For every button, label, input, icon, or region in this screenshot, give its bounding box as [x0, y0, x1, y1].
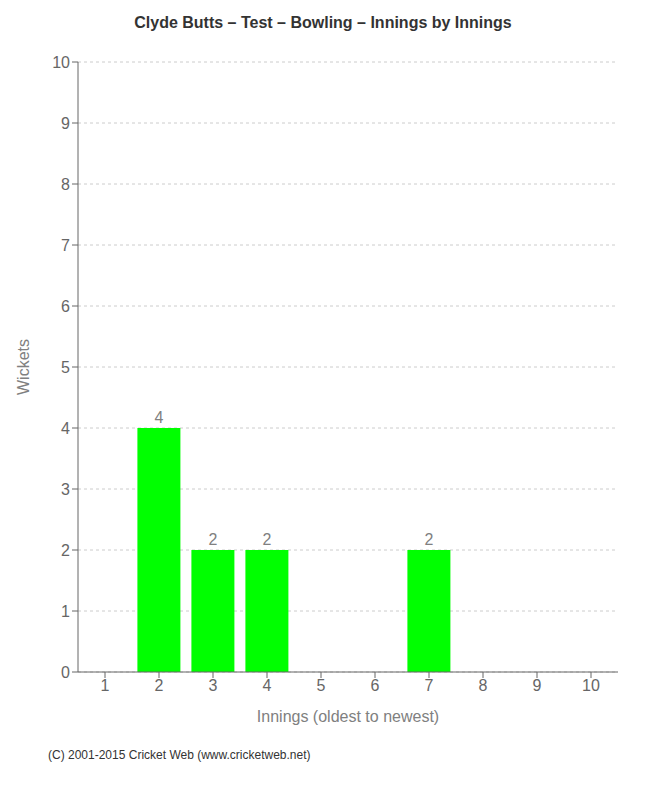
svg-text:10: 10 [52, 54, 70, 71]
svg-text:10: 10 [582, 677, 600, 694]
svg-text:4: 4 [61, 420, 70, 437]
svg-text:5: 5 [61, 359, 70, 376]
svg-text:9: 9 [533, 677, 542, 694]
svg-text:4: 4 [154, 409, 163, 426]
svg-text:9: 9 [61, 115, 70, 132]
svg-text:2: 2 [262, 531, 271, 548]
html-text:(C) 2001-2015 Cricket Web (www: (C) 2001-2015 Cricket Web (www.cricketwe… [48, 748, 311, 762]
svg-text:8: 8 [479, 677, 488, 694]
svg-text:1: 1 [61, 603, 70, 620]
svg-text:4: 4 [263, 677, 272, 694]
svg-text:1: 1 [101, 677, 110, 694]
svg-text:3: 3 [209, 677, 218, 694]
svg-text:0: 0 [61, 664, 70, 681]
svg-text:7: 7 [425, 677, 434, 694]
html-text:Clyde Butts – Test – Bowling –: Clyde Butts – Test – Bowling – Innings b… [134, 14, 512, 31]
svg-text:2: 2 [424, 531, 433, 548]
svg-text:2: 2 [155, 677, 164, 694]
svg-text:7: 7 [61, 237, 70, 254]
svg-text:3: 3 [61, 481, 70, 498]
svg-text:6: 6 [61, 298, 70, 315]
svg-text:8: 8 [61, 176, 70, 193]
svg-text:6: 6 [371, 677, 380, 694]
svg-text:2: 2 [208, 531, 217, 548]
svg-text:2: 2 [61, 542, 70, 559]
svg-text:Innings (oldest to newest): Innings (oldest to newest) [257, 708, 439, 725]
svg-text:Wickets: Wickets [15, 339, 32, 395]
svg-text:5: 5 [317, 677, 326, 694]
